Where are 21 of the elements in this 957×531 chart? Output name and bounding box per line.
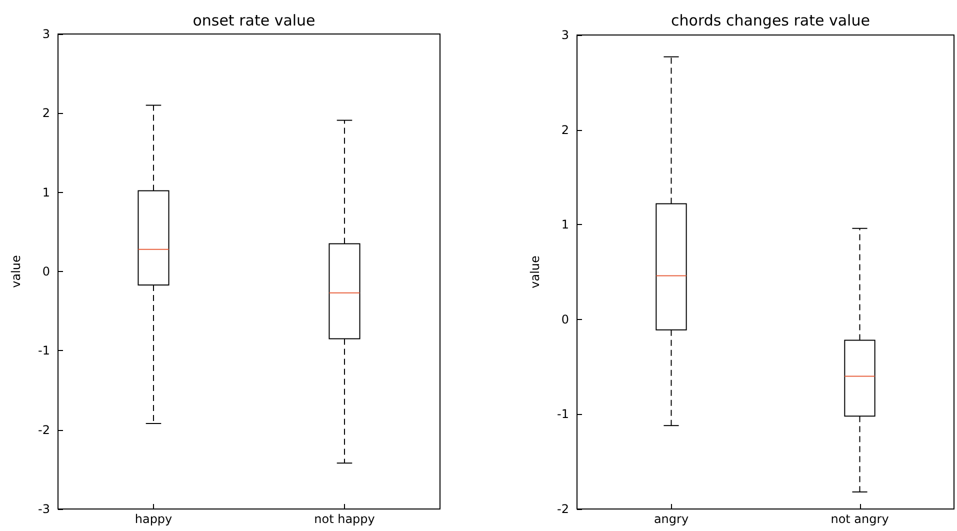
x-tick-label: not angry [830,512,889,526]
y-tick-label: 1 [42,185,50,200]
y-tick-label: 2 [42,106,50,120]
y-tick-label: 3 [42,27,50,41]
y-tick-label: 0 [561,312,569,326]
chart-title: chords changes rate value [671,12,870,30]
y-axis-title: value [9,255,23,288]
y-tick-label: 1 [561,218,569,232]
y-axis-title: value [528,256,542,288]
y-tick-label: 3 [561,28,569,42]
x-tick-label: not happy [314,512,375,526]
y-tick-label: -1 [557,407,569,422]
y-tick-label: 0 [42,264,50,278]
x-tick-label: happy [134,512,172,526]
chart-title: onset rate value [192,12,316,30]
y-tick-label: -2 [38,422,50,437]
y-tick-label: -3 [38,502,50,516]
y-tick-label: -2 [557,502,569,516]
y-tick-label: 2 [561,122,569,137]
y-tick-label: -1 [38,344,50,358]
x-tick-label: angry [654,512,689,526]
